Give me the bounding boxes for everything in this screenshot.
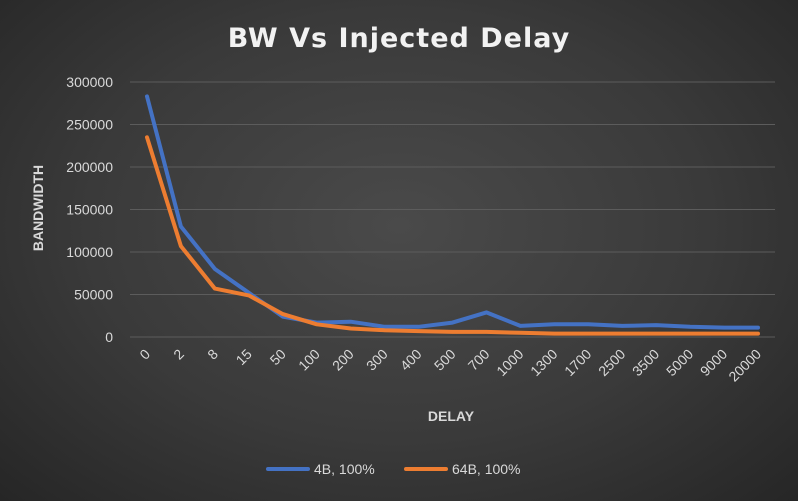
series-line-2 xyxy=(145,135,760,336)
x-tick-label: 8 xyxy=(204,346,221,363)
x-tick-label: 3500 xyxy=(629,346,662,379)
series-line-1 xyxy=(145,94,760,330)
gridlines xyxy=(130,81,775,338)
x-axis-ticks: 0 2 8 15 50 100 200 300 400 500 700 1000 1300 1700 250… xyxy=(136,346,764,385)
x-tick-label: 15 xyxy=(233,346,255,368)
y-axis-ticks: 0 50000 100000 150000 200000 250000 300000 xyxy=(66,74,113,345)
x-tick-label: 100 xyxy=(295,346,323,374)
y-tick-label: 50000 xyxy=(74,287,113,303)
x-tick-label: 1700 xyxy=(561,346,594,379)
x-tick-label: 50 xyxy=(267,346,289,368)
y-tick-label: 250000 xyxy=(66,117,113,133)
x-tick-label: 20000 xyxy=(725,346,764,385)
series-lines xyxy=(145,94,760,336)
x-tick-label: 2 xyxy=(170,346,187,363)
x-tick-label: 1000 xyxy=(493,346,526,379)
legend-label: 4B, 100% xyxy=(314,461,375,477)
x-axis-label: DELAY xyxy=(428,408,475,424)
y-axis-label: BANDWIDTH xyxy=(30,165,46,251)
x-tick-label: 400 xyxy=(397,346,425,374)
x-tick-label: 0 xyxy=(136,346,153,363)
y-tick-label: 300000 xyxy=(66,74,113,90)
y-tick-label: 0 xyxy=(105,329,113,345)
x-tick-label: 1300 xyxy=(527,346,560,379)
x-tick-label: 5000 xyxy=(663,346,696,379)
x-tick-label: 200 xyxy=(329,346,357,374)
y-tick-label: 150000 xyxy=(66,202,113,218)
legend-label: 64B, 100% xyxy=(452,461,521,477)
y-tick-label: 200000 xyxy=(66,159,113,175)
x-tick-label: 700 xyxy=(465,346,493,374)
x-tick-label: 300 xyxy=(363,346,391,374)
legend: 4B, 100% 64B, 100% xyxy=(266,461,521,477)
x-tick-label: 2500 xyxy=(595,346,628,379)
chart-title: BW Vs Injected Delay xyxy=(228,23,570,54)
x-tick-label: 500 xyxy=(431,346,459,374)
y-tick-label: 100000 xyxy=(66,244,113,260)
